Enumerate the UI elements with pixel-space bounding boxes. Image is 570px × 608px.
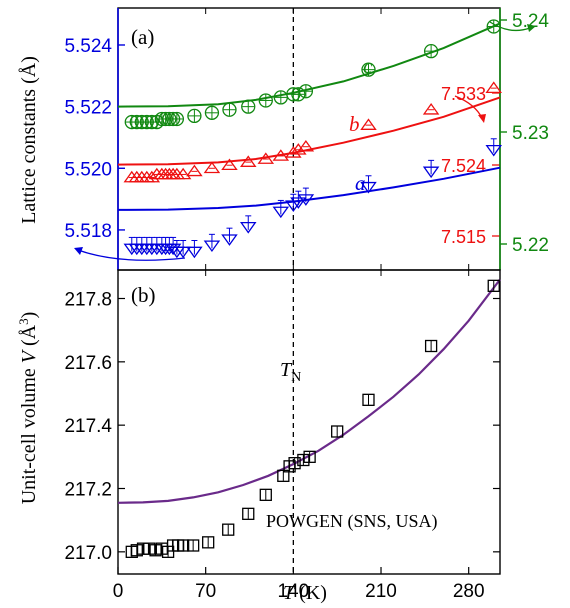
data-point-b [203, 161, 221, 174]
data-point-c [291, 87, 306, 102]
data-point-b [133, 170, 151, 183]
data-point-volume [242, 507, 255, 520]
axis-arrow-a [77, 249, 186, 261]
data-point-volume [149, 544, 162, 557]
instrument-annotation: POWGEN (SNS, USA) [266, 511, 438, 532]
data-point-b [128, 170, 146, 183]
data-point-volume [143, 542, 156, 555]
axis-arrow-b-head [478, 114, 486, 123]
x-tick-label: 140 [277, 581, 309, 602]
series-label-c: c [363, 54, 373, 78]
data-point-b [174, 167, 192, 180]
data-point-c [241, 99, 256, 114]
data-point-b [123, 170, 141, 183]
data-point-volume [297, 453, 310, 467]
y-tick-label-a: 5.518 [64, 221, 112, 242]
x-tick-label: 210 [365, 581, 397, 602]
data-point-volume [259, 488, 272, 501]
data-point-c [187, 108, 202, 124]
data-point-b [290, 143, 307, 155]
data-point-b [143, 170, 161, 183]
y-tick-label-a: 5.524 [64, 36, 112, 57]
data-point-volume [487, 279, 500, 292]
data-point-c [204, 105, 220, 120]
y-axis-label-a: Lattice constants (Å) [18, 56, 40, 224]
y-tick-label-c-right: 5.22 [512, 235, 549, 256]
y-tick-label-b: 217.8 [64, 290, 112, 311]
data-point-volume [424, 339, 438, 353]
x-tick-label: 280 [453, 581, 485, 602]
data-point-c [258, 93, 273, 108]
data-point-b [221, 158, 238, 171]
data-point-c [361, 62, 376, 77]
data-point-b [239, 155, 257, 167]
data-point-b [285, 146, 302, 158]
plot-frame-b [117, 269, 501, 575]
data-point-b [257, 152, 275, 164]
panel-a-label: (a) [131, 25, 154, 49]
y-tick-label-b-right: 7.524 [441, 156, 486, 176]
y-axis-label-b: Unit-cell volume V (Å3) [16, 312, 40, 505]
panel-b-label: (b) [131, 283, 156, 307]
x-axis-label: T (K) [283, 582, 327, 604]
data-point-volume [136, 542, 150, 555]
x-tick-label: 70 [195, 581, 216, 602]
axis-arrow-a-head [74, 247, 83, 255]
data-point-c [169, 111, 185, 127]
fit-curve-b [117, 96, 501, 166]
y-tick-label-b: 217.0 [64, 543, 112, 564]
y-tick-label-b: 217.2 [64, 480, 112, 501]
data-point-c [222, 102, 237, 117]
y-tick-label-b-right: 7.515 [441, 227, 486, 247]
data-point-volume [362, 393, 375, 406]
series-label-b: b [349, 112, 360, 136]
y-tick-label-c-right: 5.24 [512, 11, 549, 32]
data-point-b [297, 139, 315, 152]
data-point-c [423, 44, 439, 59]
data-point-volume [130, 544, 143, 557]
data-point-b [485, 81, 503, 93]
neel-temperature-label: TN [280, 359, 301, 385]
data-point-b [272, 149, 290, 161]
y-tick-label-a: 5.520 [64, 159, 112, 180]
panel-a: 5.518 5.520 5.522 5.524 7.515 7.524 7.533 5.22 5… [64, 7, 549, 271]
axis-arrow-c-head [527, 24, 536, 32]
data-point-volume [222, 523, 235, 536]
data-point-volume [303, 450, 316, 463]
data-point-b [186, 164, 203, 177]
data-point-c [486, 19, 501, 34]
y-tick-label-b: 217.4 [64, 416, 112, 437]
data-point-volume [176, 539, 190, 552]
panel-b: 0 70 140 210 280 217.0 217.2 217.4 217.6 217.8 [64, 269, 501, 602]
series-label-a: a [355, 171, 366, 195]
x-tick-label: 0 [113, 581, 124, 602]
y-tick-label-a: 5.522 [64, 98, 112, 119]
fit-curve-volume [117, 278, 501, 504]
data-point-volume [331, 425, 344, 438]
data-point-volume [277, 469, 290, 482]
data-point-b [360, 118, 377, 130]
y-tick-label-c-right: 5.23 [512, 123, 549, 144]
y-tick-label-b-right: 7.533 [441, 84, 486, 104]
data-point-volume [288, 457, 301, 470]
data-point-volume [186, 539, 200, 552]
data-point-b [422, 102, 440, 115]
data-point-volume [202, 536, 215, 549]
y-tick-label-b: 217.6 [64, 353, 112, 374]
data-point-c [298, 84, 314, 99]
